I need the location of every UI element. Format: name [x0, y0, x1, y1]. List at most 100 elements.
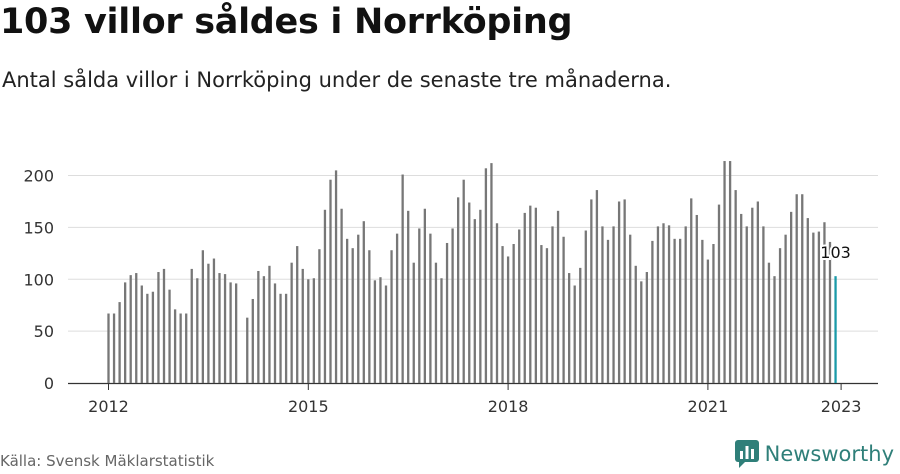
x-tick-label: 2023 — [821, 397, 862, 416]
y-tick-label: 150 — [23, 218, 54, 237]
x-tick-label: 2015 — [288, 397, 329, 416]
bar — [640, 281, 643, 383]
bar — [418, 228, 421, 383]
bar — [334, 170, 338, 383]
x-tick-label: 2021 — [688, 397, 729, 416]
bar — [823, 222, 826, 383]
bar — [146, 293, 149, 383]
bar — [135, 273, 138, 383]
bar — [634, 265, 637, 383]
bar — [257, 270, 260, 383]
bar — [712, 244, 715, 383]
source-label: Källa: Svensk Mäklarstatistik — [0, 452, 215, 470]
bar — [196, 278, 199, 383]
brand-name: Newsworthy — [764, 442, 894, 466]
bar — [656, 226, 660, 383]
bar — [190, 268, 193, 383]
bar — [756, 201, 759, 383]
bar — [673, 238, 676, 383]
bar — [568, 273, 571, 383]
bar — [351, 248, 354, 383]
bar — [124, 282, 127, 383]
bar — [357, 234, 360, 383]
bar — [806, 218, 809, 383]
bar — [551, 226, 554, 383]
y-tick-label: 50 — [34, 322, 54, 341]
bar — [390, 250, 393, 383]
bar — [795, 194, 798, 383]
bar — [695, 214, 698, 383]
bar — [296, 246, 299, 383]
bar — [562, 236, 565, 383]
bar — [429, 233, 432, 383]
chart-subtitle: Antal sålda villor i Norrköping under de… — [2, 68, 672, 92]
bar — [651, 240, 654, 383]
bar — [518, 229, 521, 383]
bar — [340, 208, 343, 383]
bars — [107, 161, 837, 383]
bar — [762, 226, 765, 383]
bar — [162, 268, 166, 383]
bar — [434, 262, 438, 383]
bar — [790, 211, 793, 383]
bar-chart-logo-icon — [734, 440, 759, 468]
bar — [395, 233, 399, 383]
bar — [207, 263, 210, 383]
bar — [512, 244, 515, 383]
bar — [468, 202, 471, 383]
bar — [218, 273, 221, 383]
bar — [595, 190, 599, 383]
y-tick-label: 200 — [23, 167, 54, 186]
bar — [501, 246, 504, 383]
bar — [573, 285, 576, 383]
bar — [529, 205, 532, 383]
bar — [679, 238, 682, 383]
bar — [812, 232, 815, 383]
bar — [251, 298, 254, 383]
bar — [412, 262, 415, 383]
bar — [584, 230, 587, 383]
bar — [346, 238, 349, 383]
x-tick-label: 2018 — [488, 397, 529, 416]
x-axis-tick-labels: 2012 2015 2018 2021 2023 — [88, 384, 861, 416]
bar — [701, 239, 704, 383]
bar — [179, 313, 182, 383]
bar — [323, 209, 327, 383]
bar — [201, 250, 204, 383]
bar — [362, 221, 365, 383]
bar — [778, 248, 782, 383]
bar — [506, 256, 510, 383]
bar — [440, 278, 443, 383]
brand[interactable]: Newsworthy — [734, 440, 894, 468]
bar — [212, 258, 216, 383]
bar — [662, 223, 665, 383]
y-axis-tick-labels: 0 50 100 150 200 — [23, 167, 54, 393]
bar — [173, 309, 177, 383]
bar — [617, 201, 621, 383]
y-tick-label: 0 — [44, 374, 54, 393]
bar — [579, 267, 582, 383]
bar — [118, 302, 121, 383]
bar — [473, 219, 476, 383]
bar — [734, 190, 737, 383]
bar — [801, 194, 804, 383]
x-tick-label: 2012 — [88, 397, 129, 416]
bar — [767, 262, 771, 383]
bar — [751, 207, 754, 383]
bar — [723, 161, 726, 383]
bar — [407, 210, 410, 383]
bar — [262, 276, 266, 383]
bar — [740, 213, 743, 383]
bar — [185, 313, 188, 383]
bar — [495, 223, 499, 383]
bar — [368, 250, 371, 383]
bar — [773, 276, 776, 383]
bar — [540, 245, 543, 383]
bar — [268, 265, 271, 383]
bar — [246, 317, 249, 383]
bar — [451, 228, 454, 383]
bar — [534, 207, 537, 383]
bar — [301, 268, 304, 383]
bar — [157, 272, 160, 383]
bar — [601, 226, 604, 383]
